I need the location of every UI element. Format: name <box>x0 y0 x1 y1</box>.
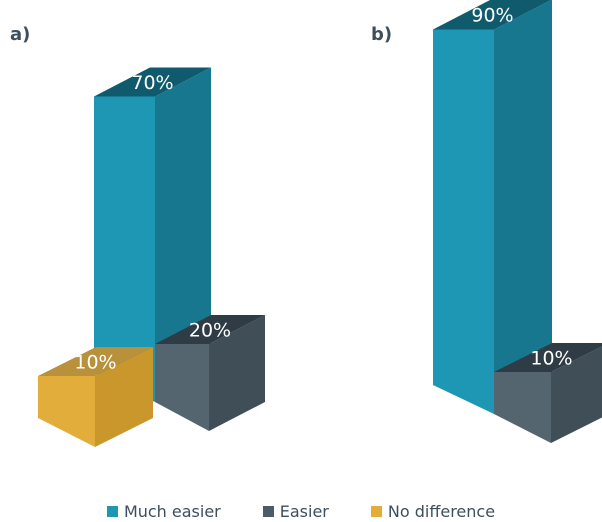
data-label-a-easier: 20% <box>189 320 231 342</box>
bar-front-a-much-easier <box>94 96 155 402</box>
panel-a-label: a) <box>10 24 30 45</box>
data-label-a-no-difference: 10% <box>74 352 116 374</box>
bar-a-no-difference <box>38 347 153 447</box>
legend: Much easier Easier No difference <box>0 500 602 522</box>
legend-item-no-difference: No difference <box>370 501 496 521</box>
bar-front-b-easier <box>494 372 551 443</box>
bar-top-a-no-difference <box>38 347 153 376</box>
bar-front-a-easier <box>155 344 209 431</box>
legend-item-easier: Easier <box>262 501 329 521</box>
bar-side-a-easier <box>209 315 265 431</box>
legend-label-no-difference: No difference <box>387 501 496 521</box>
bar-side-a-much-easier <box>155 67 211 402</box>
bar-side-b-much-easier <box>494 0 552 414</box>
bar-top-a-easier <box>155 315 265 344</box>
bar-front-b-much-easier <box>433 29 494 414</box>
panel-b-label: b) <box>371 24 392 45</box>
legend-label-much-easier: Much easier <box>123 501 221 521</box>
bar-b-easier <box>494 343 602 443</box>
bar-a-much-easier <box>94 67 211 402</box>
bar-front-a-no-difference <box>38 376 95 447</box>
legend-item-much-easier: Much easier <box>106 501 221 521</box>
legend-swatch-much-easier <box>106 505 118 517</box>
bar-b-much-easier <box>433 0 552 414</box>
data-label-b-easier: 10% <box>530 348 572 370</box>
bar-a-easier <box>155 315 265 431</box>
bar-top-b-easier <box>494 343 602 372</box>
bar-side-a-no-difference <box>95 347 153 447</box>
bar-top-a-much-easier <box>94 67 211 97</box>
legend-label-easier: Easier <box>279 501 329 521</box>
bar-side-b-easier <box>551 346 602 443</box>
legend-swatch-no-difference <box>370 505 382 517</box>
bar-top-b-much-easier <box>433 0 552 30</box>
data-label-b-much-easier: 90% <box>471 5 513 27</box>
legend-swatch-easier <box>262 505 274 517</box>
data-label-a-much-easier: 70% <box>131 72 173 94</box>
bars-group: 70% 20% 10% 90% 10% <box>38 0 602 447</box>
